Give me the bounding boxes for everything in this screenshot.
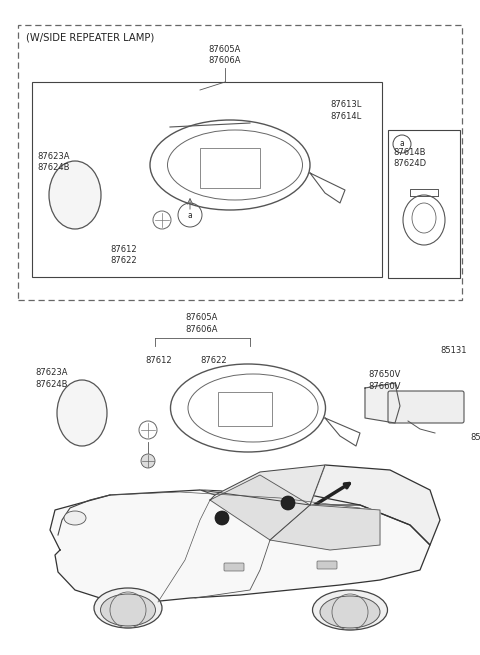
Ellipse shape — [49, 161, 101, 229]
FancyBboxPatch shape — [317, 561, 337, 569]
Text: 1327AB: 1327AB — [274, 483, 306, 492]
Text: 87605A: 87605A — [186, 313, 218, 322]
Polygon shape — [210, 475, 310, 540]
Text: a: a — [400, 140, 404, 149]
Text: 87660V: 87660V — [368, 382, 400, 391]
Ellipse shape — [100, 594, 156, 626]
Text: 1339CC: 1339CC — [274, 495, 307, 504]
Ellipse shape — [94, 588, 162, 628]
FancyBboxPatch shape — [388, 391, 464, 423]
Ellipse shape — [57, 380, 107, 446]
Text: 87612: 87612 — [110, 245, 137, 254]
Text: 87624D: 87624D — [393, 159, 426, 168]
Ellipse shape — [64, 511, 86, 525]
Text: 87606A: 87606A — [186, 325, 218, 334]
Text: 87613L: 87613L — [330, 100, 361, 109]
Polygon shape — [270, 505, 380, 550]
Text: 87624B: 87624B — [37, 163, 70, 172]
Circle shape — [215, 511, 229, 525]
Polygon shape — [310, 465, 440, 545]
Text: 87623A: 87623A — [37, 152, 70, 161]
Text: 87623A: 87623A — [35, 368, 68, 377]
Text: 87605A: 87605A — [209, 45, 241, 54]
Ellipse shape — [320, 596, 380, 628]
Text: 87624B: 87624B — [35, 380, 68, 389]
Text: 87622: 87622 — [110, 256, 137, 265]
Text: 87614L: 87614L — [330, 112, 361, 121]
Text: 87606A: 87606A — [209, 56, 241, 65]
Circle shape — [141, 454, 155, 468]
Text: 85101: 85101 — [470, 433, 480, 442]
Text: (W/SIDE REPEATER LAMP): (W/SIDE REPEATER LAMP) — [26, 33, 154, 43]
Text: 87650V: 87650V — [368, 370, 400, 379]
Text: 85131: 85131 — [440, 346, 467, 355]
Text: 87612: 87612 — [145, 356, 172, 365]
Polygon shape — [200, 465, 325, 505]
Ellipse shape — [312, 590, 387, 630]
FancyBboxPatch shape — [224, 563, 244, 571]
Text: a: a — [188, 210, 192, 219]
Polygon shape — [50, 490, 430, 602]
Text: 87614B: 87614B — [393, 148, 425, 157]
Text: 87622: 87622 — [200, 356, 227, 365]
Circle shape — [281, 496, 295, 510]
Circle shape — [393, 135, 411, 153]
Polygon shape — [365, 383, 400, 423]
